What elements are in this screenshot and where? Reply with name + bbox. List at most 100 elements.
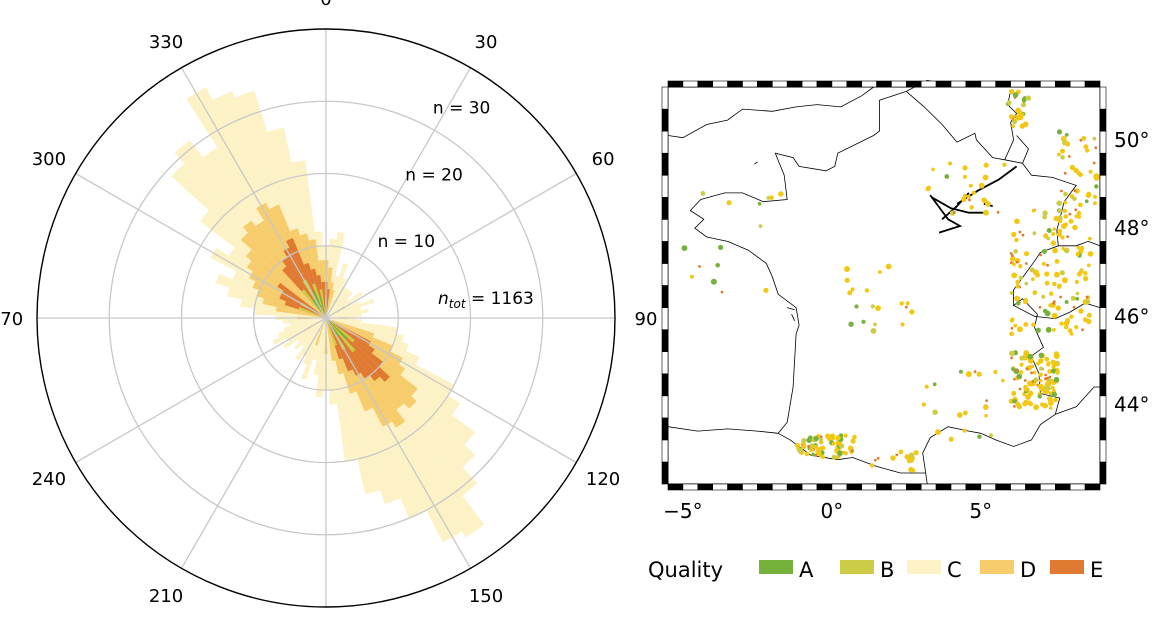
map-event-3-17 xyxy=(1092,136,1097,141)
map-event-2-12 xyxy=(1014,295,1020,302)
map-event-2-86 xyxy=(1053,215,1059,222)
map-event-6-3 xyxy=(698,265,701,268)
map-event-2-122 xyxy=(1042,210,1048,216)
map-event-2-33 xyxy=(1041,294,1046,299)
rose-angle-label-10: 300 xyxy=(32,149,66,170)
map-event-1-46 xyxy=(1047,396,1053,403)
map-frame-right-8 xyxy=(1099,285,1107,308)
map-event-2-102 xyxy=(1018,275,1023,281)
map-event-2-63 xyxy=(1086,318,1092,325)
map-event-8-2 xyxy=(982,174,989,181)
ntot-subscript: tot xyxy=(449,297,467,311)
map-event-6-2 xyxy=(689,274,694,279)
map-frame-left-7 xyxy=(661,307,669,331)
rose-bars xyxy=(171,87,485,543)
map-event-2-131 xyxy=(1030,277,1035,282)
map-event-2-109 xyxy=(1044,310,1051,317)
map-panel: −5° 0° 5° 44° 46° 48° 50° xyxy=(661,79,1149,523)
map-frame-bottom-5 xyxy=(742,483,758,491)
map-event-1-83 xyxy=(1053,353,1060,359)
map-frame-right-0 xyxy=(1099,461,1107,485)
rose-grid-spoke-2 xyxy=(325,172,577,319)
map-event-5-5 xyxy=(885,263,892,270)
map-event-5-9 xyxy=(878,270,882,274)
map-event-7-12 xyxy=(957,412,963,418)
map-event-2-97 xyxy=(1039,253,1042,257)
map-frame-top-28 xyxy=(1084,80,1101,88)
map-event-2-67 xyxy=(1059,270,1065,276)
map-border-2 xyxy=(1016,135,1029,164)
map-event-1-1 xyxy=(1032,370,1037,375)
map-event-8-1 xyxy=(948,161,952,166)
map-event-2-16 xyxy=(1010,256,1016,262)
map-event-2-126 xyxy=(1065,318,1071,323)
quality-legend: Quality A B C D E xyxy=(648,558,1103,582)
map-event-0-63 xyxy=(827,436,831,440)
map-event-9-6 xyxy=(898,449,904,455)
map-frame-top-8 xyxy=(786,80,803,88)
map-event-1-103 xyxy=(1012,399,1017,404)
map-event-1-37 xyxy=(1033,404,1039,411)
map-event-5-14 xyxy=(848,321,854,327)
map-event-5-2 xyxy=(844,277,850,283)
rose-angle-label-4: 120 xyxy=(586,469,620,490)
map-event-2-73 xyxy=(1078,269,1084,274)
map-event-3-32 xyxy=(1060,155,1065,160)
map-border-5 xyxy=(667,426,779,434)
legend-label-A: A xyxy=(799,558,814,582)
map-event-7-8 xyxy=(935,429,941,435)
map-event-4-10 xyxy=(1011,124,1015,128)
map-event-1-106 xyxy=(1018,370,1024,375)
map-event-2-106 xyxy=(1062,208,1068,214)
legend-swatch-A xyxy=(759,560,793,574)
map-event-1-88 xyxy=(1037,383,1044,390)
map-frame-top-11 xyxy=(831,80,848,88)
map-event-7-14 xyxy=(932,409,938,416)
map-frame-bottom-13 xyxy=(861,483,877,491)
rose-grid-spoke-10 xyxy=(75,172,327,319)
rose-angle-label-2: 60 xyxy=(592,149,615,170)
rose-grid-spoke-8 xyxy=(75,317,327,464)
rose-angle-label-3: 90 xyxy=(635,309,658,330)
map-frame-left-16 xyxy=(661,108,669,132)
map-event-3-33 xyxy=(1073,189,1077,193)
map-event-2-28 xyxy=(1083,271,1088,276)
map-frame-left-0 xyxy=(661,461,669,485)
rose-bar-D-1 xyxy=(240,232,326,318)
map-event-1-38 xyxy=(1044,356,1050,362)
map-event-4-1 xyxy=(1020,102,1027,108)
map-frame-left-14 xyxy=(661,152,669,176)
map-event-0-51 xyxy=(837,441,842,446)
map-event-0-50 xyxy=(802,444,807,449)
map-event-1-55 xyxy=(1053,397,1058,403)
map-frame-left-17 xyxy=(661,86,669,110)
map-event-8-16 xyxy=(962,165,968,171)
rose-bar-C-27 xyxy=(326,313,363,318)
map-event-2-70 xyxy=(1064,325,1069,330)
map-fault-1 xyxy=(929,194,963,234)
map-frame-left-13 xyxy=(661,174,669,198)
map-event-2-31 xyxy=(1044,271,1050,277)
rose-radial-label-2: n = 30 xyxy=(433,99,490,119)
map-event-2-96 xyxy=(1048,303,1053,308)
map-event-6-4 xyxy=(763,287,769,293)
map-frame-top-0 xyxy=(667,80,684,88)
map-event-2-52 xyxy=(1074,208,1078,212)
map-event-2-132 xyxy=(1085,299,1091,305)
legend-label-B: B xyxy=(880,558,894,582)
map-event-7-4 xyxy=(932,382,937,387)
rose-bar-C-20 xyxy=(326,298,349,318)
map-frame-left-6 xyxy=(661,329,669,353)
map-event-1-72 xyxy=(1010,356,1013,360)
rose-bar-B-6 xyxy=(326,318,356,353)
map-event-3-14 xyxy=(1085,192,1092,198)
map-event-2-65 xyxy=(1016,326,1023,333)
rose-bar-E-22 xyxy=(277,282,326,318)
rose-radial-label-0: n = 10 xyxy=(378,232,435,252)
rose-bar-E-17 xyxy=(326,318,353,372)
map-event-8-15 xyxy=(966,194,971,199)
map-event-8-21 xyxy=(971,190,976,195)
map-border-7 xyxy=(1055,386,1100,415)
map-latitude-labels: 44° 46° 48° 50° xyxy=(1114,128,1149,417)
rose-bar-B-0 xyxy=(301,289,326,318)
